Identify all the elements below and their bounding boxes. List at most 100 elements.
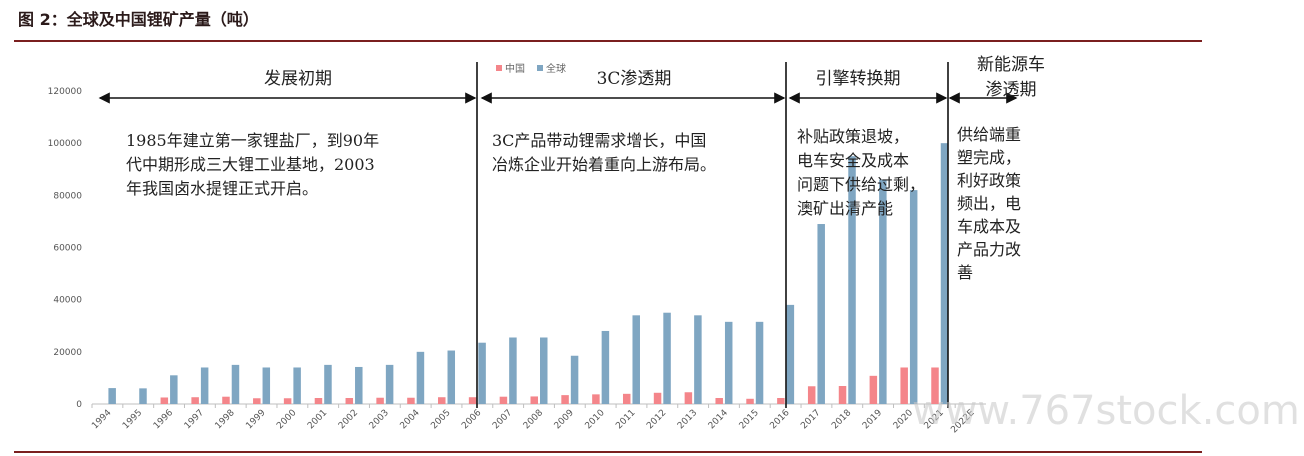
bar-global xyxy=(170,375,178,404)
phase-note-line: 供给端重 xyxy=(957,125,1021,144)
legend-label-global: 全球 xyxy=(546,62,566,75)
x-tick-label: 2008 xyxy=(522,408,545,431)
bar-global xyxy=(385,364,394,404)
x-tick-label: 1995 xyxy=(121,408,144,431)
x-tick-label: 2005 xyxy=(429,408,452,431)
phase-title: 渗透期 xyxy=(986,80,1037,100)
legend-swatch-global xyxy=(537,65,543,71)
bar-global xyxy=(786,304,795,404)
bar-china xyxy=(715,398,723,404)
bar-china xyxy=(160,397,169,404)
bar-global xyxy=(509,337,517,404)
phase-note-line: 3C产品带动锂需求增长，中国 xyxy=(492,131,706,150)
phase-note-line: 冶炼企业开始着重向上游布局。 xyxy=(492,155,716,174)
phase-title: 引擎转换期 xyxy=(816,69,901,89)
phase-note-line: 年我国卤水提锂正式开启。 xyxy=(126,179,318,198)
x-tick-label: 2011 xyxy=(614,408,637,431)
x-tick-label: 2009 xyxy=(553,408,576,431)
x-tick-label: 2016 xyxy=(768,408,791,431)
x-tick-label: 2013 xyxy=(676,408,699,431)
bar-global xyxy=(108,388,116,404)
phase-note-line: 产品力改 xyxy=(957,240,1021,259)
bar-china xyxy=(931,367,939,404)
bar-china xyxy=(283,398,292,404)
bar-china xyxy=(653,392,662,404)
bar-china xyxy=(407,397,415,404)
bar-china xyxy=(222,396,230,404)
bar-china xyxy=(684,392,693,404)
phase-note-line: 问题下供给过剩， xyxy=(797,175,925,194)
bar-global xyxy=(200,367,209,404)
x-tick-label: 2006 xyxy=(460,408,483,431)
bar-china xyxy=(777,398,785,404)
bar-china xyxy=(838,386,847,404)
phase-note-line: 1985年建立第一家锂盐厂，到90年 xyxy=(126,131,379,150)
figure-title: 图 2：全球及中国锂矿产量（吨） xyxy=(18,10,259,29)
watermark-text: www.767stock.com xyxy=(912,388,1300,434)
bar-china xyxy=(530,396,538,404)
phase-note-line: 补贴政策退坡， xyxy=(797,127,909,146)
x-tick-label: 2012 xyxy=(645,408,668,431)
phase-note-line: 电车安全及成本 xyxy=(797,151,909,170)
phase-note-line: 车成本及 xyxy=(957,217,1021,236)
x-tick-label: 2007 xyxy=(491,408,514,431)
bar-global xyxy=(755,321,764,404)
bar-china xyxy=(376,397,384,404)
bar-global xyxy=(724,321,733,404)
phase-title: 新能源车 xyxy=(977,55,1045,75)
x-tick-label: 2000 xyxy=(275,408,298,431)
y-tick-label: 100000 xyxy=(48,139,83,149)
x-tick-label: 2017 xyxy=(799,408,822,431)
x-tick-label: 1994 xyxy=(90,408,113,431)
bar-global xyxy=(940,143,949,404)
bar-global xyxy=(324,364,332,404)
phase-title: 发展初期 xyxy=(264,69,332,89)
x-tick-label: 2019 xyxy=(861,408,884,431)
bar-china xyxy=(746,398,754,404)
legend-label-china: 中国 xyxy=(505,62,525,75)
bar-china xyxy=(253,398,261,404)
bar-china xyxy=(807,386,816,404)
x-tick-label: 2018 xyxy=(830,408,853,431)
bar-china xyxy=(345,398,354,404)
bar-global xyxy=(355,366,363,404)
bar-china xyxy=(499,396,508,404)
bar-china xyxy=(468,397,477,404)
x-tick-label: 1999 xyxy=(244,408,267,431)
phase-note-line: 频出，电 xyxy=(957,194,1021,213)
bar-global xyxy=(540,337,548,404)
phase-note-line: 善 xyxy=(957,263,973,282)
bar-global xyxy=(909,190,918,404)
bar-global xyxy=(416,351,425,404)
bottom-rule xyxy=(14,451,1202,453)
x-tick-label: 2015 xyxy=(738,408,761,431)
bar-global xyxy=(262,367,271,404)
bar-china xyxy=(900,367,908,404)
x-tick-label: 2010 xyxy=(584,408,607,431)
y-tick-label: 20000 xyxy=(53,348,82,358)
y-tick-label: 80000 xyxy=(53,191,82,201)
bar-global xyxy=(663,312,671,404)
bar-global xyxy=(879,179,887,404)
x-tick-label: 2003 xyxy=(368,408,391,431)
legend-swatch-china xyxy=(496,65,502,71)
bar-china xyxy=(869,375,878,404)
bar-global xyxy=(694,315,702,404)
bar-china xyxy=(622,393,631,404)
x-tick-label: 2014 xyxy=(707,408,730,431)
bar-china xyxy=(592,394,600,404)
x-tick-label: 1996 xyxy=(152,408,175,431)
bar-global xyxy=(231,364,240,404)
bar-global xyxy=(293,367,301,404)
x-tick-label: 1998 xyxy=(214,408,237,431)
bar-global xyxy=(817,224,825,404)
x-tick-label: 2001 xyxy=(306,408,329,431)
bar-global xyxy=(447,350,456,404)
y-tick-label: 120000 xyxy=(48,87,83,97)
y-tick-label: 0 xyxy=(76,400,82,410)
bar-global xyxy=(570,355,579,404)
top-rule xyxy=(14,40,1202,42)
y-tick-label: 60000 xyxy=(53,244,82,254)
phase-note-line: 代中期形成三大锂工业基地，2003 xyxy=(126,155,375,174)
